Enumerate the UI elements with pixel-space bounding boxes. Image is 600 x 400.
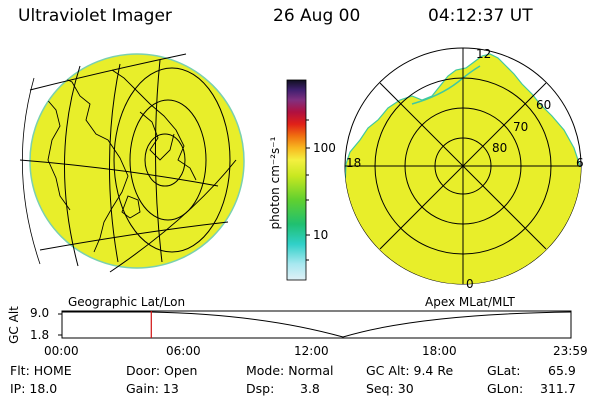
glat-value: 65.9 <box>548 363 576 378</box>
meridian-line <box>19 159 219 187</box>
left-map-caption: Geographic Lat/Lon <box>68 295 186 309</box>
door-status: Door: Open <box>126 363 198 378</box>
meridian-line <box>154 59 163 263</box>
timeline-x-tick: 06:00 <box>166 344 201 358</box>
mlat-label: 60 <box>536 98 552 112</box>
geographic-map <box>19 53 245 273</box>
date-label: 26 Aug 00 <box>273 6 361 26</box>
mlt-label-midnight: 0 <box>466 277 474 291</box>
instrument-title: Ultraviolet Imager <box>18 6 172 26</box>
parallel-ring <box>144 133 186 187</box>
polar-image-fill <box>345 53 581 284</box>
polar-map <box>344 47 582 285</box>
mlt-label-noon: 12 <box>476 47 492 61</box>
coastline-scandinavia <box>139 111 175 161</box>
mode-status: Mode: Normal <box>246 363 334 378</box>
dsp-label: Dsp: <box>246 381 275 396</box>
mlt-label-dusk: 18 <box>346 156 362 170</box>
right-map-caption: Apex MLat/MLT <box>425 295 515 309</box>
parallel-ring <box>113 67 231 253</box>
altitude-curve <box>62 311 572 338</box>
coastline-europe <box>111 69 197 181</box>
glat-label: GLat: <box>487 363 521 378</box>
colorbar <box>286 79 310 281</box>
mlat-label: 80 <box>492 141 508 155</box>
glon-label: GLon: <box>487 381 524 396</box>
time-label: 04:12:37 UT <box>428 6 533 26</box>
meridian-line <box>108 63 121 263</box>
colorbar-gradient <box>286 79 307 281</box>
gain-value: Gain: 13 <box>126 381 179 396</box>
timeline-x-tick: 12:00 <box>294 344 329 358</box>
meridian-line <box>109 159 237 273</box>
flight-status: Flt: HOME <box>10 363 72 378</box>
ip-value: IP: 18.0 <box>10 381 58 396</box>
timeline-x-tick: 18:00 <box>422 344 457 358</box>
colorbar-tick-label: 10 <box>313 228 329 242</box>
limb-arc <box>21 77 41 265</box>
timeline-plot <box>58 310 572 339</box>
timeline-y-tick: 9.0 <box>30 306 50 320</box>
parallel-ring <box>129 99 207 221</box>
gc-alt-value: GC Alt: 9.4 Re <box>366 363 454 378</box>
colorbar-unit-label: photon cm⁻²s⁻¹ <box>268 136 282 230</box>
meridian-line <box>29 53 187 91</box>
timeline-x-tick: 23:59 <box>553 344 588 358</box>
dsp-value: 3.8 <box>300 381 320 396</box>
seq-value: Seq: 30 <box>366 381 414 396</box>
oval-arc <box>411 65 481 105</box>
timeline-x-tick: 00:00 <box>44 344 79 358</box>
meridian-line <box>63 65 81 267</box>
timeline-y-tick: 1.8 <box>30 328 50 342</box>
mlat-label: 70 <box>513 120 529 134</box>
mlt-line <box>379 82 547 250</box>
mlt-label-dawn: 6 <box>576 156 584 170</box>
glon-value: 311.7 <box>540 381 576 396</box>
timeline-y-label: GC Alt <box>7 306 21 344</box>
colorbar-tick-label: 100 <box>313 141 336 155</box>
